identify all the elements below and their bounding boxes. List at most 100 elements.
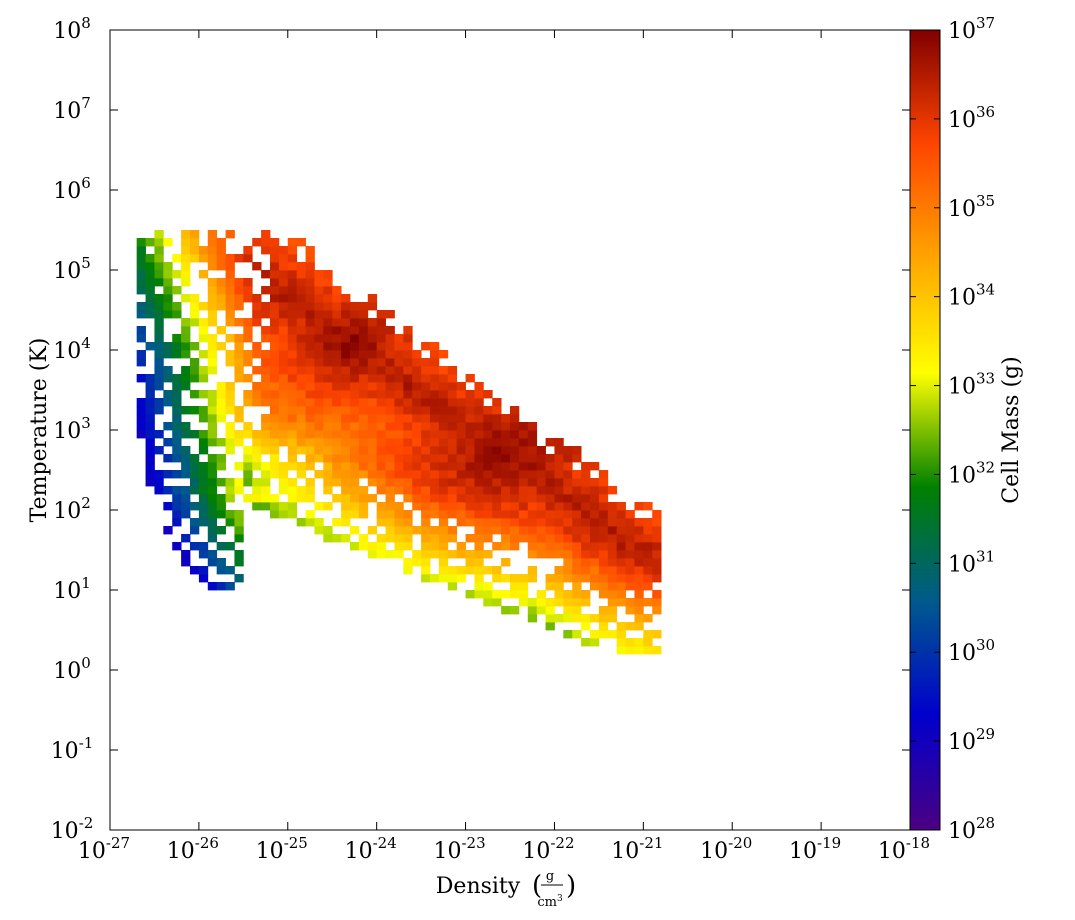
heatmap-cell [465, 406, 475, 415]
heatmap-cell [154, 350, 164, 359]
heatmap-cell [252, 502, 262, 511]
heatmap-cell [598, 494, 609, 503]
heatmap-cell [278, 334, 289, 343]
heatmap-cell [181, 502, 191, 511]
heatmap-cell [332, 414, 342, 423]
heatmap-cell [341, 422, 351, 431]
heatmap-cell [581, 590, 591, 599]
heatmap-cell [447, 574, 458, 583]
heatmap-cell [341, 494, 351, 503]
heatmap-cell [216, 478, 226, 487]
heatmap-cell [554, 542, 564, 551]
heatmap-cell [536, 494, 546, 503]
heatmap-cell [270, 270, 280, 279]
heatmap-cell [634, 590, 644, 599]
heatmap-cell [261, 286, 271, 295]
x-tick-label: 10-24 [345, 834, 397, 864]
heatmap-cell [598, 502, 609, 511]
heatmap-cell [367, 422, 378, 431]
heatmap-cell [421, 470, 431, 479]
heatmap-cell [270, 494, 280, 503]
heatmap-cell [501, 502, 511, 511]
heatmap-cell [554, 518, 564, 527]
heatmap-cell [412, 478, 422, 487]
heatmap-cell [367, 478, 378, 487]
heatmap-cell [270, 438, 280, 447]
heatmap-cell [350, 462, 360, 471]
heatmap-cell [581, 566, 591, 575]
heatmap-cell [172, 486, 182, 495]
heatmap-cell [456, 518, 466, 527]
heatmap-cell [358, 350, 369, 359]
heatmap-cell [367, 406, 378, 415]
heatmap-cell [243, 294, 253, 303]
heatmap-cell [207, 366, 218, 375]
heatmap-cell [234, 510, 244, 519]
heatmap-cell [563, 470, 573, 479]
heatmap-cell [376, 414, 386, 423]
heatmap-cell [634, 542, 644, 551]
heatmap-cell [172, 254, 182, 263]
heatmap-cell [385, 438, 395, 447]
heatmap-cell [510, 438, 520, 447]
heatmap-cell [385, 366, 395, 375]
heatmap-cell [207, 478, 218, 487]
heatmap-cell [198, 326, 209, 335]
heatmap-cell [598, 566, 609, 575]
heatmap-cell [483, 470, 493, 479]
heatmap-cell [172, 350, 182, 359]
heatmap-cell [643, 518, 653, 527]
heatmap-cell [234, 518, 244, 527]
heatmap-cell [207, 486, 218, 495]
heatmap-cell [510, 414, 520, 423]
heatmap-cell [145, 286, 155, 295]
heatmap-cell [572, 542, 582, 551]
heatmap-cell [252, 446, 262, 455]
heatmap-cell [607, 518, 618, 527]
heatmap-cell [438, 470, 449, 479]
heatmap-cell [181, 494, 191, 503]
heatmap-cell [545, 614, 555, 623]
heatmap-cell [652, 590, 662, 599]
heatmap-cell [465, 414, 475, 423]
heatmap-cell [438, 374, 449, 383]
heatmap-cell [243, 430, 253, 439]
heatmap-cell [172, 470, 182, 479]
heatmap-cell [261, 270, 271, 279]
heatmap-cell [225, 230, 235, 239]
heatmap-cell [305, 406, 315, 415]
heatmap-cell [350, 358, 360, 367]
heatmap-cell [581, 486, 591, 495]
heatmap-cell [198, 254, 209, 263]
heatmap-cell [287, 438, 298, 447]
heatmap-cell [430, 494, 440, 503]
heatmap-cell [252, 390, 262, 399]
heatmap-cell [261, 502, 271, 511]
heatmap-cell [625, 534, 635, 543]
heatmap-cell [554, 510, 564, 519]
heatmap-cell [376, 310, 386, 319]
heatmap-cell [261, 414, 271, 423]
heatmap-cell [465, 422, 475, 431]
heatmap-cell [438, 526, 449, 535]
heatmap-cell [287, 262, 298, 271]
heatmap-cell [385, 486, 395, 495]
heatmap-cell [518, 454, 529, 463]
heatmap-cell [412, 414, 422, 423]
heatmap-cell [225, 262, 235, 271]
heatmap-cell [278, 502, 289, 511]
heatmap-cell [430, 414, 440, 423]
heatmap-cell [358, 318, 369, 327]
heatmap-cell [136, 278, 146, 287]
heatmap-cell [145, 310, 155, 319]
heatmap-cell [394, 430, 404, 439]
heatmap-cell [341, 430, 351, 439]
heatmap-cell [278, 342, 289, 351]
heatmap-cell [412, 462, 422, 471]
heatmap-cell [190, 366, 200, 375]
heatmap-cell [234, 430, 244, 439]
heatmap-cell [234, 574, 244, 583]
heatmap-cell [412, 406, 422, 415]
heatmap-cell [652, 550, 662, 559]
heatmap-cell [643, 582, 653, 591]
